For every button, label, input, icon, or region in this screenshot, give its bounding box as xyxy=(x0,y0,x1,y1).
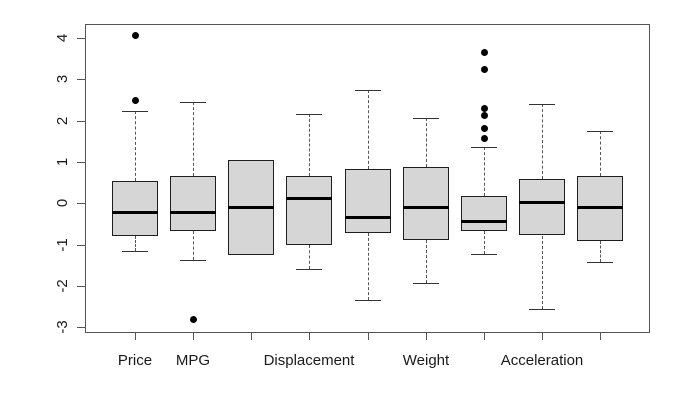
outlier-point xyxy=(131,96,139,104)
x-tick xyxy=(426,333,427,340)
upper-whisker-cap xyxy=(355,89,381,91)
box xyxy=(403,167,449,241)
plot-frame xyxy=(85,24,650,333)
x-tick xyxy=(135,333,136,340)
outlier-point xyxy=(480,134,488,142)
lower-whisker-cap xyxy=(529,308,555,310)
outlier-point xyxy=(131,32,139,40)
median-line xyxy=(345,215,391,219)
y-tick xyxy=(77,121,85,122)
median-line xyxy=(403,205,449,209)
box xyxy=(345,168,391,233)
upper-whisker xyxy=(135,111,136,182)
lower-whisker-cap xyxy=(122,250,148,252)
outlier-point xyxy=(189,315,197,323)
upper-whisker-cap xyxy=(587,130,613,132)
box xyxy=(170,176,216,232)
lower-whisker xyxy=(135,236,136,251)
lower-whisker-cap xyxy=(355,300,381,302)
upper-whisker-cap xyxy=(413,117,439,119)
x-tick xyxy=(600,333,601,340)
outlier-point xyxy=(480,105,488,113)
outlier-point xyxy=(480,49,488,56)
x-tick xyxy=(484,333,485,340)
lower-whisker-cap xyxy=(413,283,439,284)
x-tick-label: Displacement xyxy=(263,352,355,369)
y-tick-label: 1 xyxy=(54,157,71,167)
upper-whisker-cap xyxy=(180,102,206,104)
upper-whisker xyxy=(368,89,369,169)
y-tick xyxy=(77,327,85,328)
y-tick xyxy=(77,203,85,204)
y-tick xyxy=(77,162,85,163)
upper-whisker-cap xyxy=(471,147,497,149)
outlier-point xyxy=(480,66,488,74)
lower-whisker xyxy=(309,244,310,270)
upper-whisker-cap xyxy=(122,111,148,113)
y-tick-label: -2 xyxy=(54,279,71,293)
y-tick xyxy=(77,286,85,287)
median-line xyxy=(286,197,332,201)
lower-whisker xyxy=(193,231,194,261)
box xyxy=(519,179,565,236)
x-tick xyxy=(309,333,310,340)
lower-whisker xyxy=(484,231,485,254)
lower-whisker xyxy=(600,241,601,263)
box xyxy=(286,176,332,245)
y-tick-label: 4 xyxy=(54,33,71,43)
x-tick-label: Weight xyxy=(402,352,450,369)
lower-whisker xyxy=(542,235,543,309)
outlier-point xyxy=(480,125,488,133)
lower-whisker-cap xyxy=(587,262,613,264)
x-tick-label: Acceleration xyxy=(500,352,584,369)
median-line xyxy=(519,200,565,204)
lower-whisker xyxy=(426,240,427,283)
upper-whisker xyxy=(542,104,543,180)
x-tick-label: MPG xyxy=(175,352,211,369)
upper-whisker-cap xyxy=(529,104,555,106)
upper-whisker-cap xyxy=(296,114,322,116)
upper-whisker xyxy=(309,114,310,177)
median-line xyxy=(112,211,158,215)
x-tick xyxy=(193,333,194,340)
upper-whisker xyxy=(193,102,194,177)
lower-whisker xyxy=(368,233,369,301)
y-tick-label: 2 xyxy=(54,116,71,126)
y-tick-label: -3 xyxy=(54,320,71,334)
x-tick xyxy=(251,333,252,340)
lower-whisker-cap xyxy=(296,269,322,271)
x-tick xyxy=(542,333,543,340)
upper-whisker xyxy=(484,147,485,197)
y-tick-label: 0 xyxy=(54,198,71,208)
lower-whisker-cap xyxy=(471,253,497,255)
lower-whisker-cap xyxy=(180,260,206,262)
box xyxy=(112,181,158,237)
upper-whisker xyxy=(600,130,601,176)
y-tick-label: 3 xyxy=(54,74,71,84)
median-line xyxy=(461,219,507,223)
box xyxy=(461,196,507,232)
x-tick xyxy=(368,333,369,340)
y-tick xyxy=(77,79,85,80)
y-tick-label: -1 xyxy=(54,238,71,252)
median-line xyxy=(228,206,274,210)
y-tick xyxy=(77,38,85,39)
x-tick-label: Price xyxy=(117,352,153,369)
median-line xyxy=(577,205,623,209)
median-line xyxy=(170,211,216,215)
y-tick xyxy=(77,245,85,246)
outlier-point xyxy=(480,112,488,120)
upper-whisker xyxy=(426,117,427,168)
